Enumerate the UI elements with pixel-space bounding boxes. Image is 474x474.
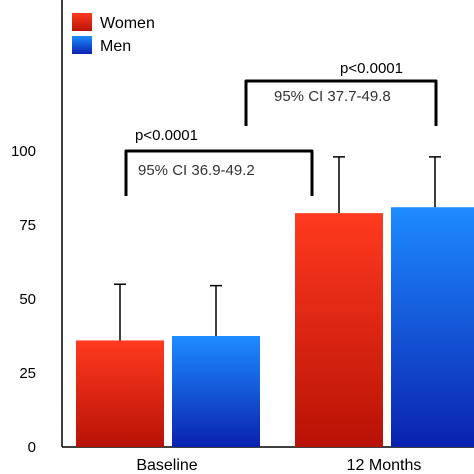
bar-men-baseline — [172, 336, 260, 447]
error-bars — [114, 156, 441, 341]
annotation-baseline: p<0.0001 95% CI 36.9-49.2 — [124, 127, 314, 196]
legend-label-women: Women — [100, 15, 155, 32]
error-bar-men-12-months — [429, 156, 441, 208]
significance-bracket — [124, 149, 314, 196]
y-axis: 0 25 50 75 100 — [11, 0, 63, 456]
ci-label: 95% CI 36.9-49.2 — [138, 162, 255, 179]
legend-label-men: Men — [100, 38, 131, 55]
error-bar-men-baseline — [210, 284, 222, 336]
y-tick-label: 50 — [19, 291, 36, 308]
error-bar-women-baseline — [114, 283, 126, 341]
y-tick-label: 0 — [28, 439, 36, 456]
error-bar-women-12-months — [333, 156, 345, 214]
legend-swatch-women — [72, 13, 92, 31]
p-value-label: p<0.0001 — [340, 60, 403, 77]
y-tick-label: 25 — [19, 365, 36, 382]
legend-swatch-men — [72, 36, 92, 54]
x-axis: Baseline 12 Months — [62, 446, 474, 474]
x-category-label-baseline: Baseline — [136, 457, 197, 474]
annotation-12-months: p<0.0001 95% CI 37.7-49.8 — [244, 60, 438, 126]
bar-women-12-months — [295, 213, 383, 447]
p-value-label: p<0.0001 — [135, 127, 198, 144]
bars — [76, 207, 474, 447]
ci-label: 95% CI 37.7-49.8 — [274, 88, 391, 105]
y-tick-label: 75 — [19, 217, 36, 234]
bar-women-baseline — [76, 340, 164, 447]
y-tick-label: 100 — [11, 143, 36, 160]
bar-men-12-months — [391, 207, 474, 447]
x-category-label-12-months: 12 Months — [347, 457, 422, 474]
significance-bracket — [244, 79, 438, 126]
legend: Women Men — [72, 13, 155, 55]
